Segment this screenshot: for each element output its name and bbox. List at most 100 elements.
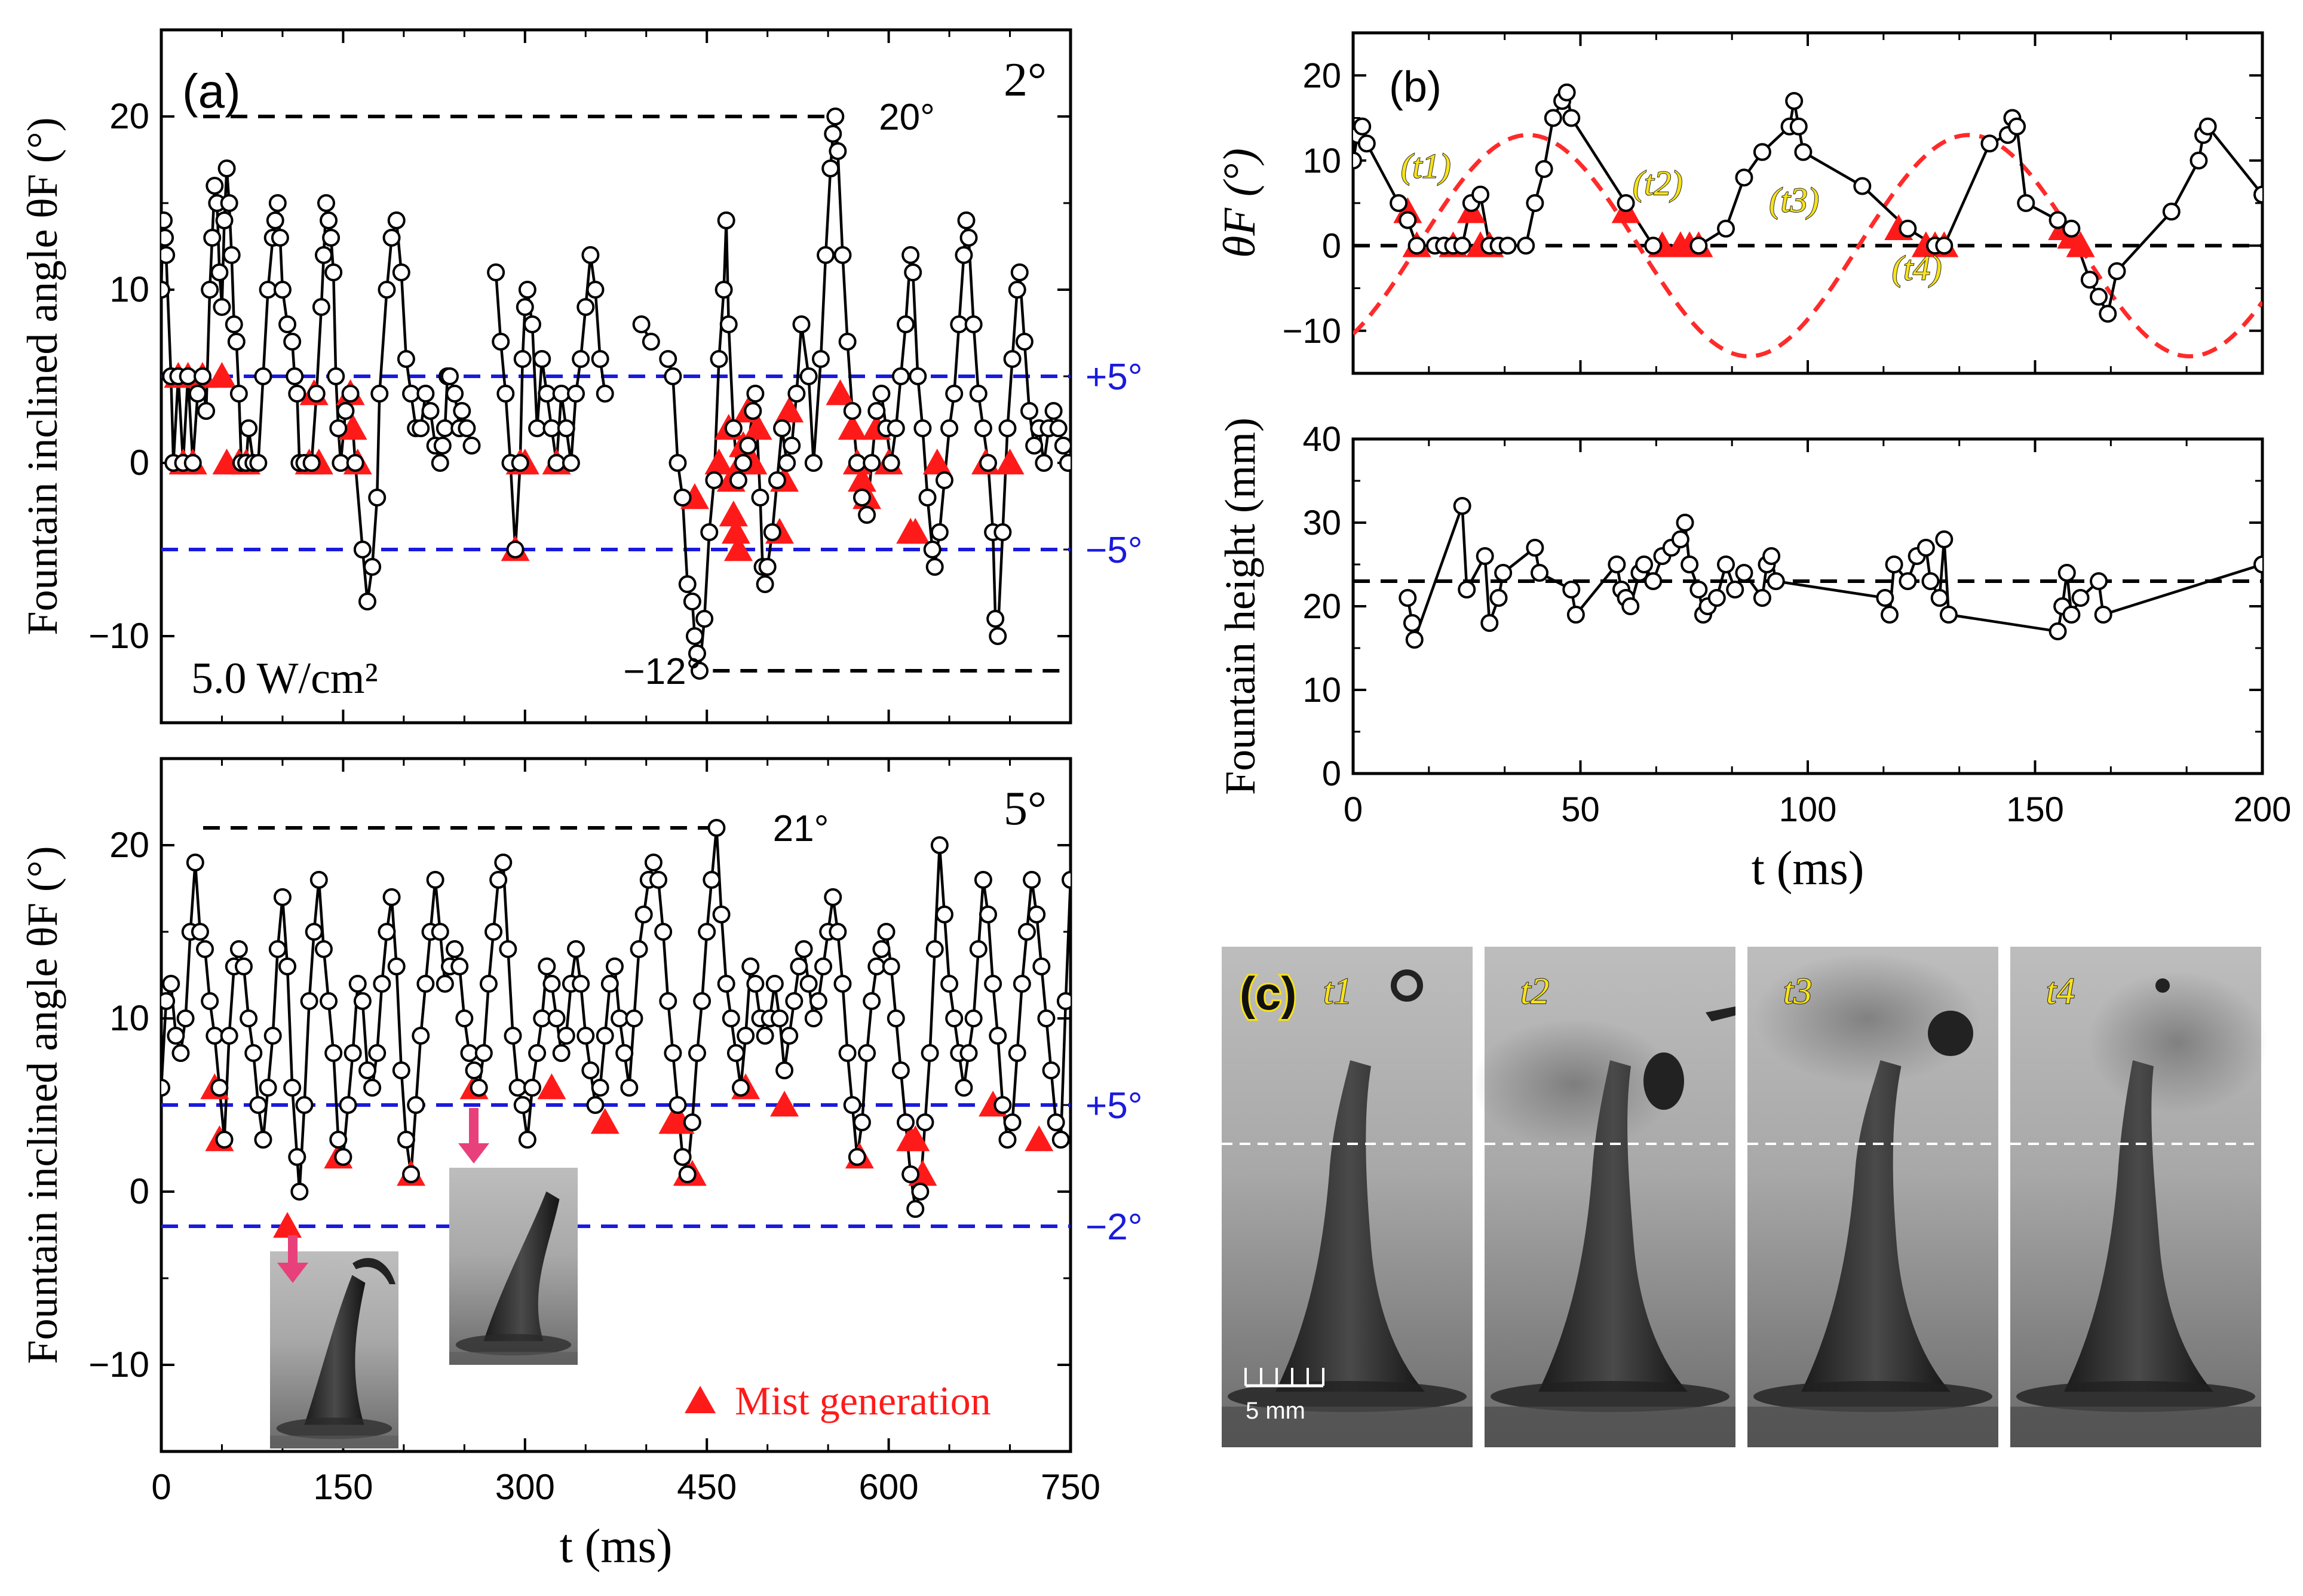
data-point: [1020, 402, 1039, 420]
data-point: [552, 385, 571, 403]
reference-label: −12°: [623, 651, 701, 692]
data-point: [581, 1061, 600, 1079]
data-point: [229, 385, 248, 403]
data-point: [220, 194, 238, 212]
mist-marker: [590, 1108, 620, 1134]
arrow-head: [277, 1263, 308, 1283]
data-point: [863, 454, 881, 472]
data-point: [317, 194, 335, 212]
data-point: [838, 1044, 857, 1062]
scale-bar-label: 5 mm: [1246, 1398, 1305, 1424]
data-point: [833, 246, 852, 264]
data-point: [188, 385, 207, 403]
data-point: [1531, 564, 1549, 582]
mist-marker: [207, 362, 237, 388]
data-point: [576, 298, 595, 316]
data-point: [1566, 606, 1585, 624]
droplet: [1391, 969, 1423, 1002]
data-point: [611, 1009, 629, 1027]
data-point: [186, 854, 204, 871]
data-point: [363, 558, 382, 576]
data-point: [712, 906, 731, 923]
data-point: [751, 489, 769, 507]
data-point: [1935, 530, 1954, 548]
data-point: [664, 367, 682, 385]
data-point: [1458, 581, 1476, 598]
data-point: [382, 229, 401, 247]
data-point: [283, 1079, 302, 1097]
data-point: [833, 975, 852, 993]
data-point: [436, 975, 454, 993]
data-point: [1526, 194, 1544, 212]
data-point: [668, 454, 687, 472]
y-axis-label: Fountain inclined angle θF (°): [19, 117, 66, 635]
data-point: [804, 1009, 823, 1027]
data-point: [703, 871, 721, 889]
data-point: [698, 923, 716, 941]
data-point: [1562, 581, 1581, 598]
data-point: [795, 940, 813, 958]
data-point: [882, 454, 900, 472]
frame-label: t2: [1520, 971, 1549, 1012]
data-point: [700, 523, 719, 541]
data-point: [201, 281, 219, 299]
data-point: [852, 1113, 871, 1131]
y-tick-label: 0: [1322, 226, 1341, 265]
data-point: [2253, 555, 2262, 573]
liquid-surface: [1485, 1407, 1735, 1447]
data-point: [1517, 237, 1535, 255]
data-point: [220, 1027, 238, 1045]
inset-liquid: [449, 1352, 578, 1365]
data-point: [2198, 117, 2217, 136]
x-tick-label: 0: [1344, 790, 1363, 829]
data-point: [249, 1096, 268, 1114]
data-point: [215, 1131, 234, 1149]
data-point: [787, 385, 806, 403]
data-point: [644, 854, 663, 871]
data-point: [925, 940, 944, 958]
fountain-column: [1275, 1060, 1425, 1392]
fountain-column: [1801, 1060, 1951, 1392]
mist-marker: [847, 466, 876, 492]
data-point: [309, 871, 328, 889]
data-point: [436, 419, 454, 437]
y-tick-label: 20: [1302, 587, 1341, 626]
photo-frame-t4: t4: [2010, 947, 2267, 1447]
data-point: [1717, 555, 1735, 573]
data-point: [494, 854, 513, 871]
data-point: [630, 940, 648, 958]
data-point: [1498, 237, 1517, 255]
data-point: [1471, 185, 1490, 204]
data-point: [683, 593, 701, 610]
data-point: [1035, 454, 1053, 472]
data-point: [2162, 202, 2181, 221]
data-point: [1935, 237, 1954, 255]
inset-liquid: [270, 1435, 398, 1448]
data-point: [370, 385, 389, 403]
fountain-base: [1753, 1381, 1992, 1412]
data-point: [346, 454, 364, 472]
droplet: [2155, 978, 2170, 993]
data-point: [201, 992, 219, 1010]
data-point: [1008, 1044, 1026, 1062]
data-point: [557, 1027, 575, 1045]
data-point: [268, 940, 287, 958]
data-point: [533, 350, 551, 368]
data-point: [1032, 957, 1051, 975]
y-tick-label: 0: [1322, 754, 1341, 793]
data-point: [1494, 564, 1513, 582]
data-point: [649, 871, 668, 889]
data-point: [877, 923, 896, 941]
data-point: [829, 923, 847, 941]
data-point: [974, 871, 992, 889]
data-point: [625, 1009, 643, 1027]
data-point: [824, 888, 842, 906]
data-point: [324, 1044, 343, 1062]
data-point: [305, 923, 323, 941]
data-point: [891, 1061, 910, 1079]
data-point: [344, 1044, 362, 1062]
data-point: [1353, 117, 1372, 136]
data-point: [897, 1113, 915, 1131]
data-point: [984, 975, 1002, 993]
data-point: [462, 437, 481, 455]
